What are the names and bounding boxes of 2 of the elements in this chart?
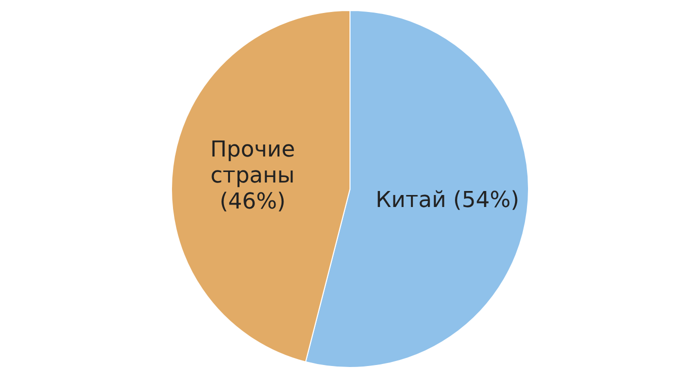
slice-label: Китай (54%) <box>376 188 520 214</box>
slice-label: Прочие страны (46%) <box>210 137 296 214</box>
